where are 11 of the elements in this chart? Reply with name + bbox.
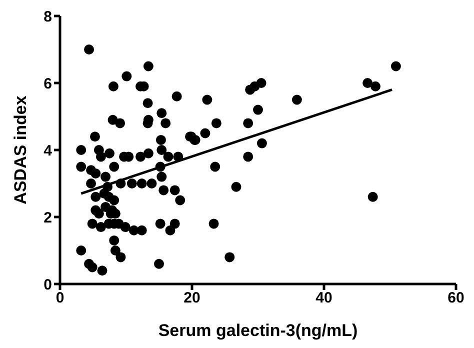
y-tick-label: 6 [44, 75, 52, 92]
x-tick-label: 20 [184, 290, 200, 307]
y-axis-title: ASDAS index [11, 95, 30, 204]
y-tick-label: 8 [44, 8, 52, 26]
x-tick-label: 0 [56, 290, 64, 307]
x-tick-label: 40 [316, 290, 332, 307]
y-tick-label: 0 [44, 276, 52, 294]
x-axis-title: Serum galectin-3(ng/mL) [158, 321, 358, 340]
x-tick-label: 60 [448, 290, 464, 307]
y-tick-label: 4 [44, 142, 53, 160]
y-tick-label: 2 [44, 209, 52, 226]
